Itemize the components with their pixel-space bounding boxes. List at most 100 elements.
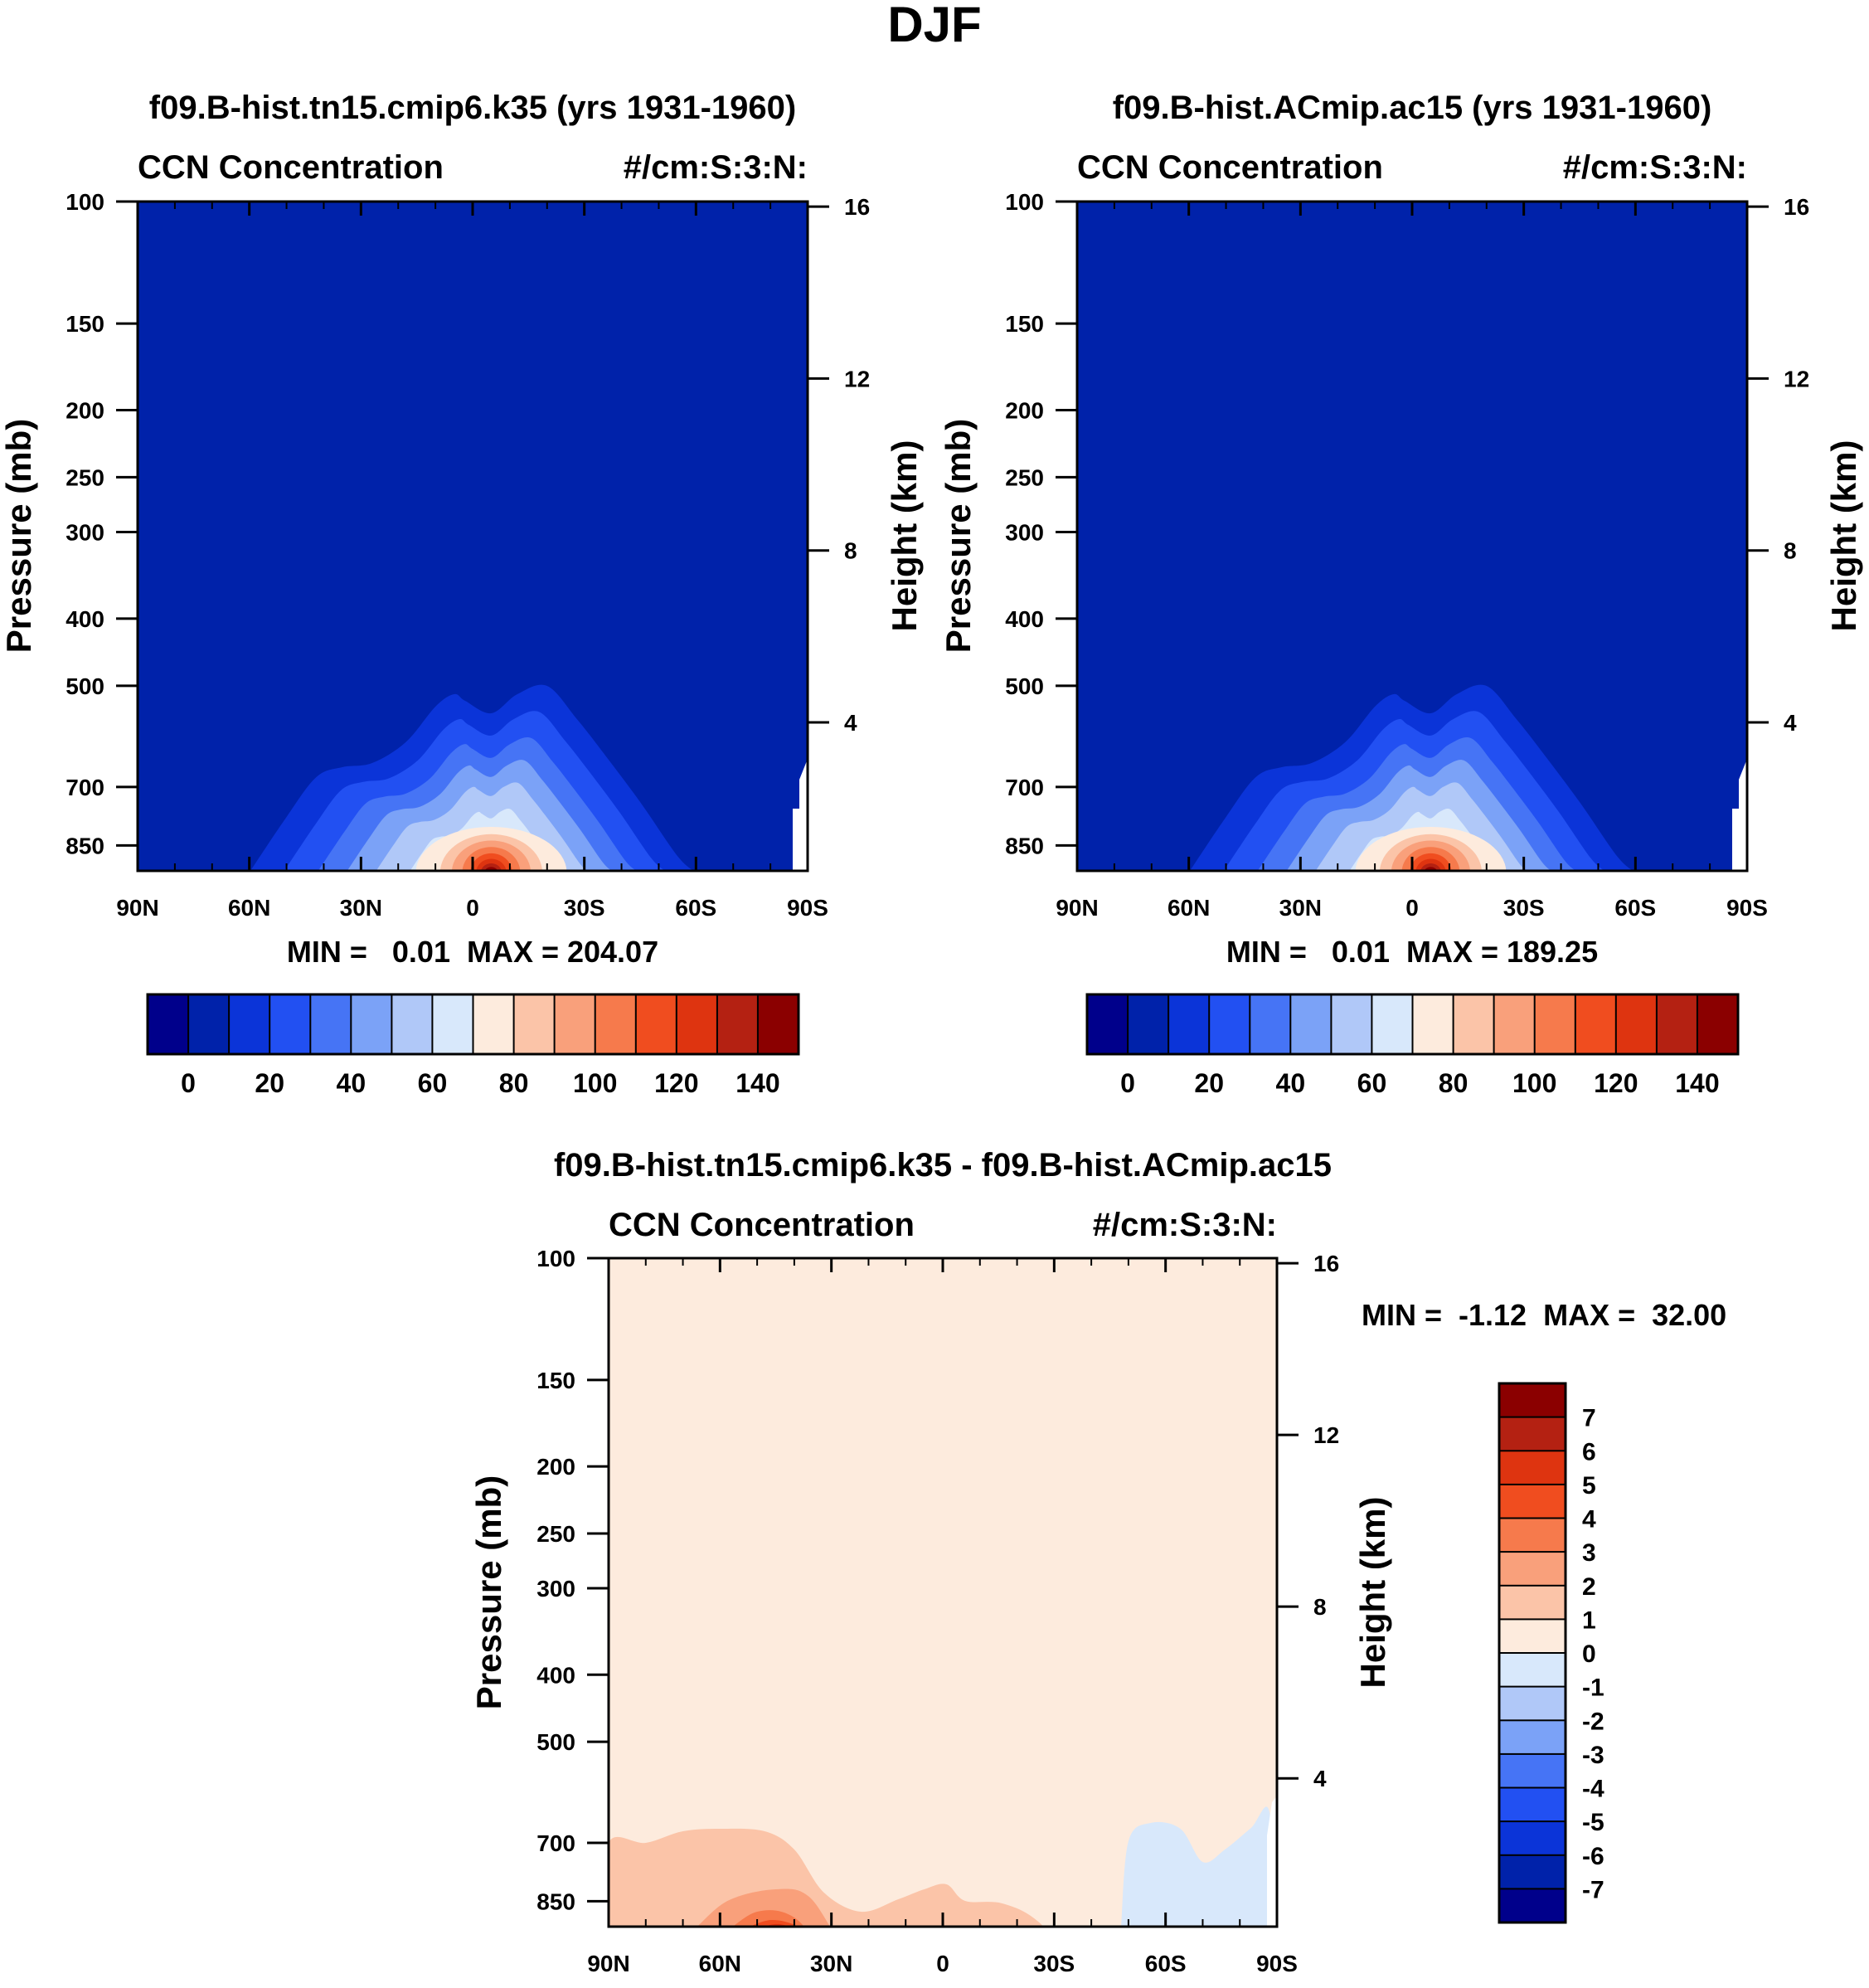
colorbar-swatch [634,994,678,1055]
right-subtitle: #/cm:S:3:N: [624,149,808,186]
colorbar: 0 20 40 60 80 100 120 140 [146,993,800,1098]
y-tick-label: 850 [66,833,104,858]
colorbar-swatch [594,994,638,1055]
x-tick-label: 60N [699,1951,741,1976]
x-tick-label: 90S [787,895,828,921]
colorbar-swatch [147,994,190,1055]
colorbar-label: 4 [1582,1506,1596,1534]
colorbar-swatch [187,994,231,1055]
colorbar-swatch [1498,1888,1566,1924]
colorbar-label: -7 [1582,1876,1604,1903]
background-level [609,1258,1277,1927]
axes: 90N 60N 30N 0 30S 60S 90S 100 150 200 250 300 400 500… [66,189,870,921]
y2-tick-label: 4 [1313,1766,1327,1791]
colorbar-swatch [716,994,760,1055]
colorbar-label: 0 [1582,1640,1596,1668]
missing-data [1732,759,1747,871]
colorbar-swatch [431,994,475,1055]
missing-data [1267,1796,1277,1927]
colorbar-label: 20 [1194,1068,1224,1098]
colorbar-swatch [1498,1483,1566,1520]
colorbar-swatch [1533,994,1577,1055]
y2-axis-label: Height (km) [1353,1497,1392,1689]
contour-field [609,1258,1277,1927]
colorbar-swatch [1452,994,1496,1055]
right-subtitle: #/cm:S:3:N: [1563,149,1747,186]
colorbar-swatch [1289,994,1333,1055]
colorbar-swatch [553,994,597,1055]
colorbar: 7 6 5 4 3 2 1 0 -1 -2 -3 -4 -5 -6 -7 [1498,1382,1604,1924]
colorbar-label: 40 [1276,1068,1306,1098]
colorbar-swatch [1498,1854,1566,1890]
colorbar-label: 0 [181,1068,196,1098]
colorbar-label: -5 [1582,1809,1604,1836]
colorbar-label: 2 [1582,1573,1596,1601]
y-tick-label: 150 [536,1368,575,1393]
colorbar-label: 7 [1582,1405,1596,1432]
y2-tick-label: 12 [844,366,870,391]
panel-model-a: f09.B-hist.tn15.cmip6.k35 (yrs 1931-1960… [0,90,924,1098]
y-tick-label: 400 [1005,606,1044,632]
left-subtitle: CCN Concentration [138,149,444,186]
x-tick-label: 0 [1405,895,1419,921]
x-tick-label: 60S [1145,1951,1187,1976]
contour-core [1424,867,1438,871]
colorbar-swatch [512,994,556,1055]
colorbar-label: -2 [1582,1708,1604,1735]
y-tick-label: 300 [1005,520,1044,546]
min-max-label: MIN = 0.01 MAX = 204.07 [287,935,658,969]
axes: 90N 60N 30N 0 30S 60S 90S 100 150 200 250 300 400 500… [536,1246,1339,1976]
colorbar-swatch [1371,994,1415,1055]
colorbar-label: 120 [654,1068,698,1098]
colorbar-swatch [1498,1786,1566,1823]
colorbar-label: -1 [1582,1674,1604,1702]
colorbar-swatch [350,994,393,1055]
axes: 90N 60N 30N 0 30S 60S 90S 100 150 200 250 300 400 500… [1005,189,1809,921]
missing-data [793,759,808,871]
colorbar-swatch [1168,994,1211,1055]
colorbar-swatch [391,994,434,1055]
colorbar-frame [1498,1382,1567,1924]
x-tick-label: 90S [1726,895,1768,921]
colorbar-swatch [1655,994,1699,1055]
x-tick-label: 0 [466,895,479,921]
y-tick-label: 100 [1005,189,1044,215]
y2-tick-label: 4 [1784,710,1797,736]
colorbar-label: 120 [1594,1068,1638,1098]
y-tick-label: 250 [536,1521,575,1547]
y-axis-label: Pressure (mb) [469,1475,508,1709]
y-tick-label: 200 [66,397,104,423]
y2-axis-label: Height (km) [1824,440,1863,632]
x-tick-label: 30S [564,895,605,921]
min-max-label: MIN = 0.01 MAX = 189.25 [1226,935,1598,969]
contour-core [484,867,498,871]
colorbar-label: 140 [735,1068,779,1098]
y-tick-label: 300 [536,1576,575,1602]
colorbar-swatch [472,994,516,1055]
y2-tick-label: 8 [844,538,857,564]
colorbar-label: 60 [1357,1068,1387,1098]
panel-title: f09.B-hist.tn15.cmip6.k35 (yrs 1931-1960… [149,90,796,126]
y-tick-label: 700 [66,775,104,800]
colorbar-label: 80 [1439,1068,1468,1098]
y-tick-label: 700 [1005,775,1044,800]
x-tick-label: 60N [1168,895,1210,921]
x-tick-label: 90N [116,895,158,921]
y-axis-label: Pressure (mb) [939,419,978,653]
y2-tick-label: 16 [844,194,870,220]
colorbar-label: 20 [255,1068,284,1098]
y2-tick-label: 8 [1784,538,1797,564]
x-tick-label: 30S [1033,1951,1075,1976]
y-tick-label: 150 [66,311,104,337]
colorbar-swatch [1208,994,1251,1055]
colorbar-swatch [1574,994,1618,1055]
contour-band [609,1828,1044,1927]
colorbar-label: 60 [418,1068,448,1098]
colorbar-swatch [1127,994,1170,1055]
y-tick-label: 400 [66,606,104,632]
page-title: DJF [887,0,981,52]
y-tick-label: 700 [536,1830,575,1856]
colorbar-swatch [1498,1618,1566,1655]
contour-field [138,202,808,871]
x-tick-label: 60S [675,895,716,921]
